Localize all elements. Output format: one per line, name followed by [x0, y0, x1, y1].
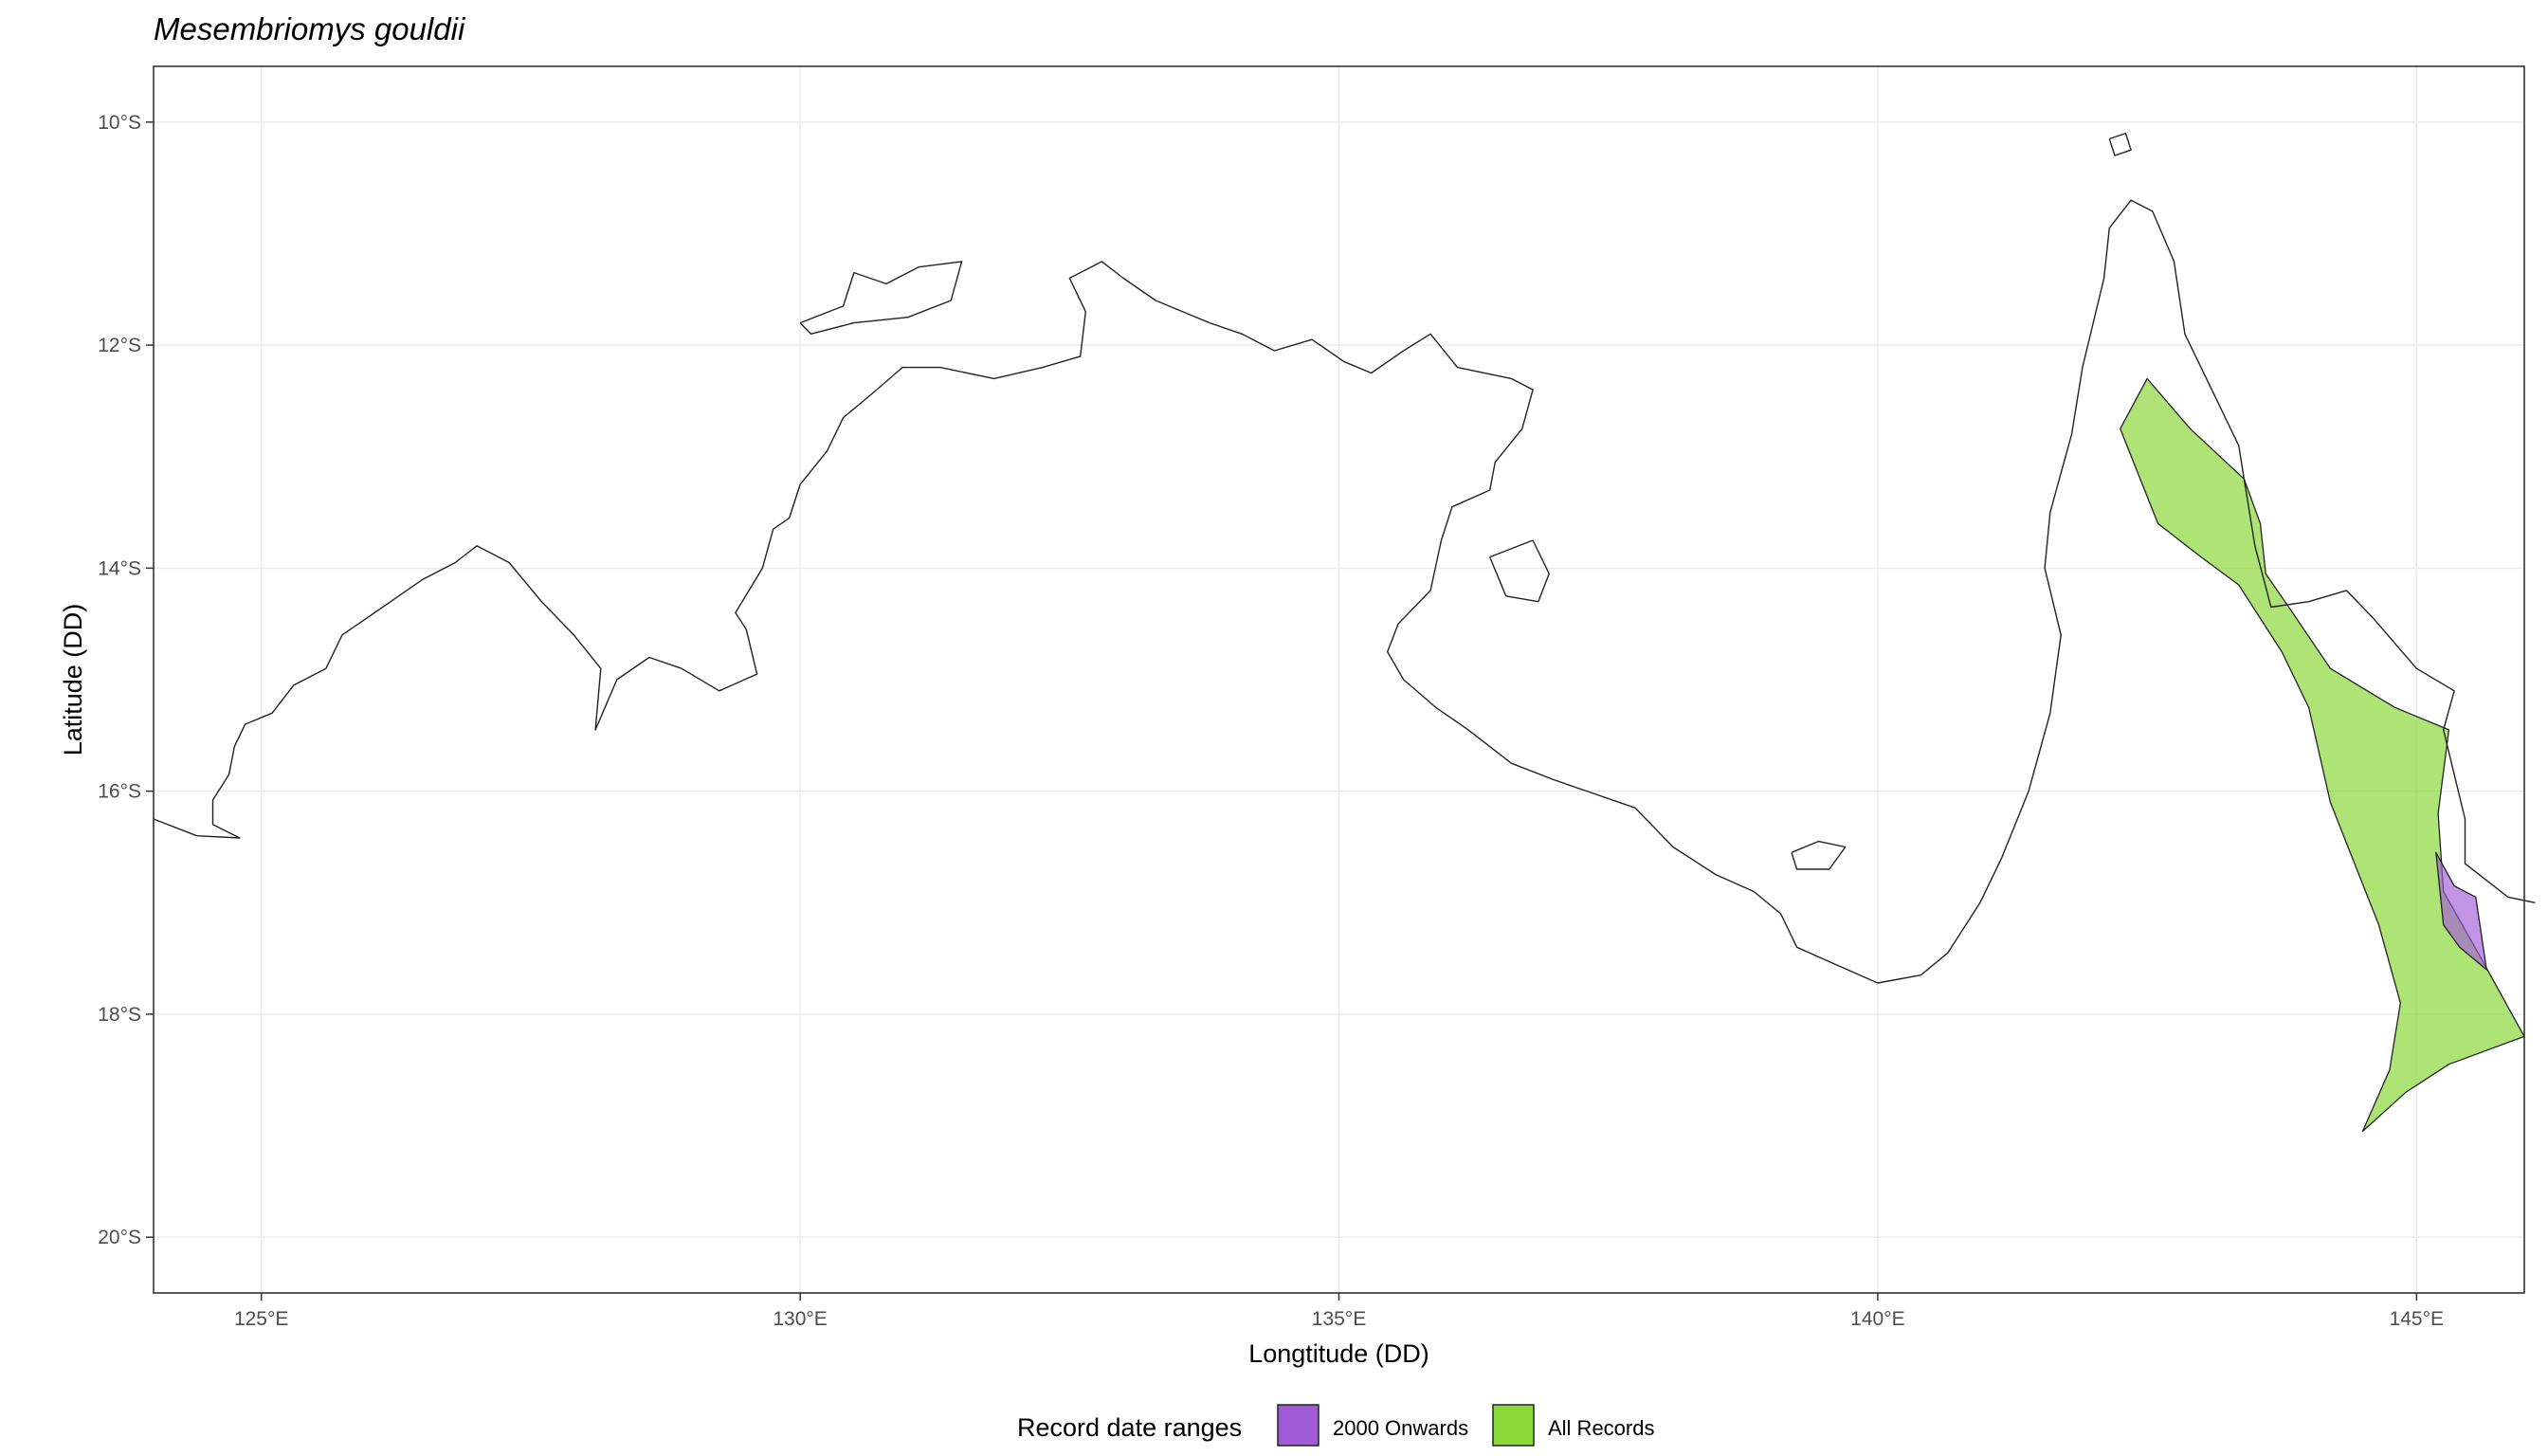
x-tick-label: 125°E: [234, 1308, 288, 1330]
x-tick-label: 135°E: [1312, 1308, 1366, 1330]
x-tick-label: 130°E: [773, 1308, 827, 1330]
range-polygons: [2120, 377, 2525, 1133]
coastline-groote-eylandt: [1489, 539, 1550, 603]
legend-swatch: [1492, 1404, 1535, 1447]
y-tick-label: 16°S: [98, 781, 141, 803]
x-tick-label: 145°E: [2390, 1308, 2444, 1330]
graticule-grid: [154, 66, 2524, 1293]
coastline-layer: [153, 132, 2536, 984]
plot-title: Mesembriomys gouldii: [154, 11, 466, 46]
legend-title: Record date ranges: [1017, 1413, 1242, 1442]
coastline-mornington-island: [1791, 840, 1847, 870]
x-axis-title: Longtitude (DD): [1248, 1339, 1429, 1368]
coastline-tiwi-islands: [799, 261, 963, 335]
coastline-torres-strait-island: [2108, 132, 2132, 156]
legend-items: 2000 Onwards All Records: [1277, 1404, 1654, 1447]
y-tick-label: 12°S: [98, 335, 141, 356]
range-polygon-all-records: [2120, 377, 2525, 1133]
axis-ticks: 125°E 130°E 135°E 140°E 145°E 10°S 12°S 14°S 16°…: [98, 112, 2444, 1330]
y-axis-title: Latitude (DD): [59, 604, 87, 756]
y-tick-label: 10°S: [98, 112, 141, 134]
legend-label: 2000 Onwards: [1333, 1416, 1468, 1440]
legend-label: All Records: [1548, 1416, 1654, 1440]
y-tick-label: 14°S: [98, 557, 141, 579]
y-tick-label: 20°S: [98, 1227, 141, 1248]
legend-swatch: [1277, 1404, 1320, 1447]
coastline-northern-territory-coast: [153, 199, 2536, 984]
range-polygon-2000-onwards: [2435, 851, 2487, 971]
x-tick-label: 140°E: [1850, 1308, 1904, 1330]
legend: Record date ranges 2000 Onwards All Recor…: [1017, 1404, 1654, 1447]
y-tick-label: 18°S: [98, 1004, 141, 1026]
